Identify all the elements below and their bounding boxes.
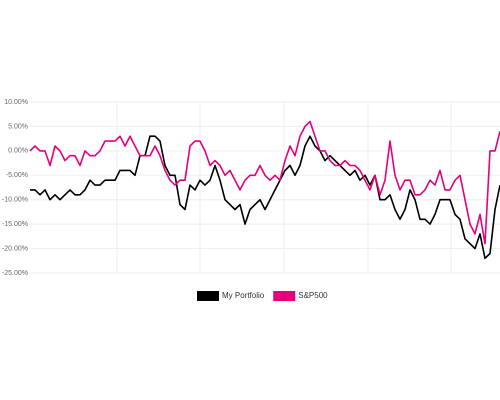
series-line bbox=[29, 120, 500, 245]
y-tick-label: -25.00% bbox=[2, 270, 28, 277]
y-tick-label: 0.00% bbox=[8, 148, 28, 155]
y-tick-label: -5.00% bbox=[6, 172, 28, 179]
series-line bbox=[30, 135, 500, 260]
y-tick-label: 5.00% bbox=[8, 123, 28, 130]
y-tick-label: -15.00% bbox=[2, 221, 28, 228]
y-tick-label: -20.00% bbox=[2, 245, 28, 252]
y-tick-label: -10.00% bbox=[2, 197, 28, 204]
legend-swatch bbox=[273, 291, 296, 301]
legend-swatch bbox=[197, 291, 219, 301]
legend-text: My Portfolio bbox=[222, 291, 265, 300]
y-tick-label: 10.00% bbox=[4, 99, 28, 106]
legend-text: S&P500 bbox=[298, 291, 328, 300]
